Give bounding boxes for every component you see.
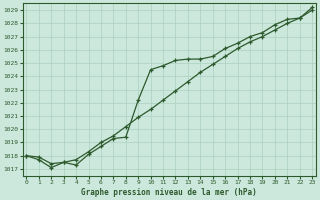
X-axis label: Graphe pression niveau de la mer (hPa): Graphe pression niveau de la mer (hPa) (81, 188, 257, 197)
